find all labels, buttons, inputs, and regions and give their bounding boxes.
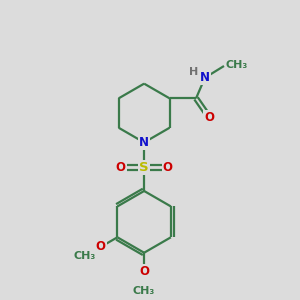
- Text: O: O: [204, 111, 214, 124]
- Text: N: N: [139, 136, 149, 149]
- Text: CH₃: CH₃: [226, 59, 248, 70]
- Text: O: O: [96, 240, 106, 254]
- Text: O: O: [139, 265, 149, 278]
- Text: O: O: [163, 161, 172, 174]
- Text: N: N: [200, 71, 210, 84]
- Text: CH₃: CH₃: [73, 251, 95, 261]
- Text: CH₃: CH₃: [133, 286, 155, 296]
- Text: S: S: [139, 161, 149, 174]
- Text: O: O: [116, 161, 126, 174]
- Text: H: H: [189, 68, 198, 77]
